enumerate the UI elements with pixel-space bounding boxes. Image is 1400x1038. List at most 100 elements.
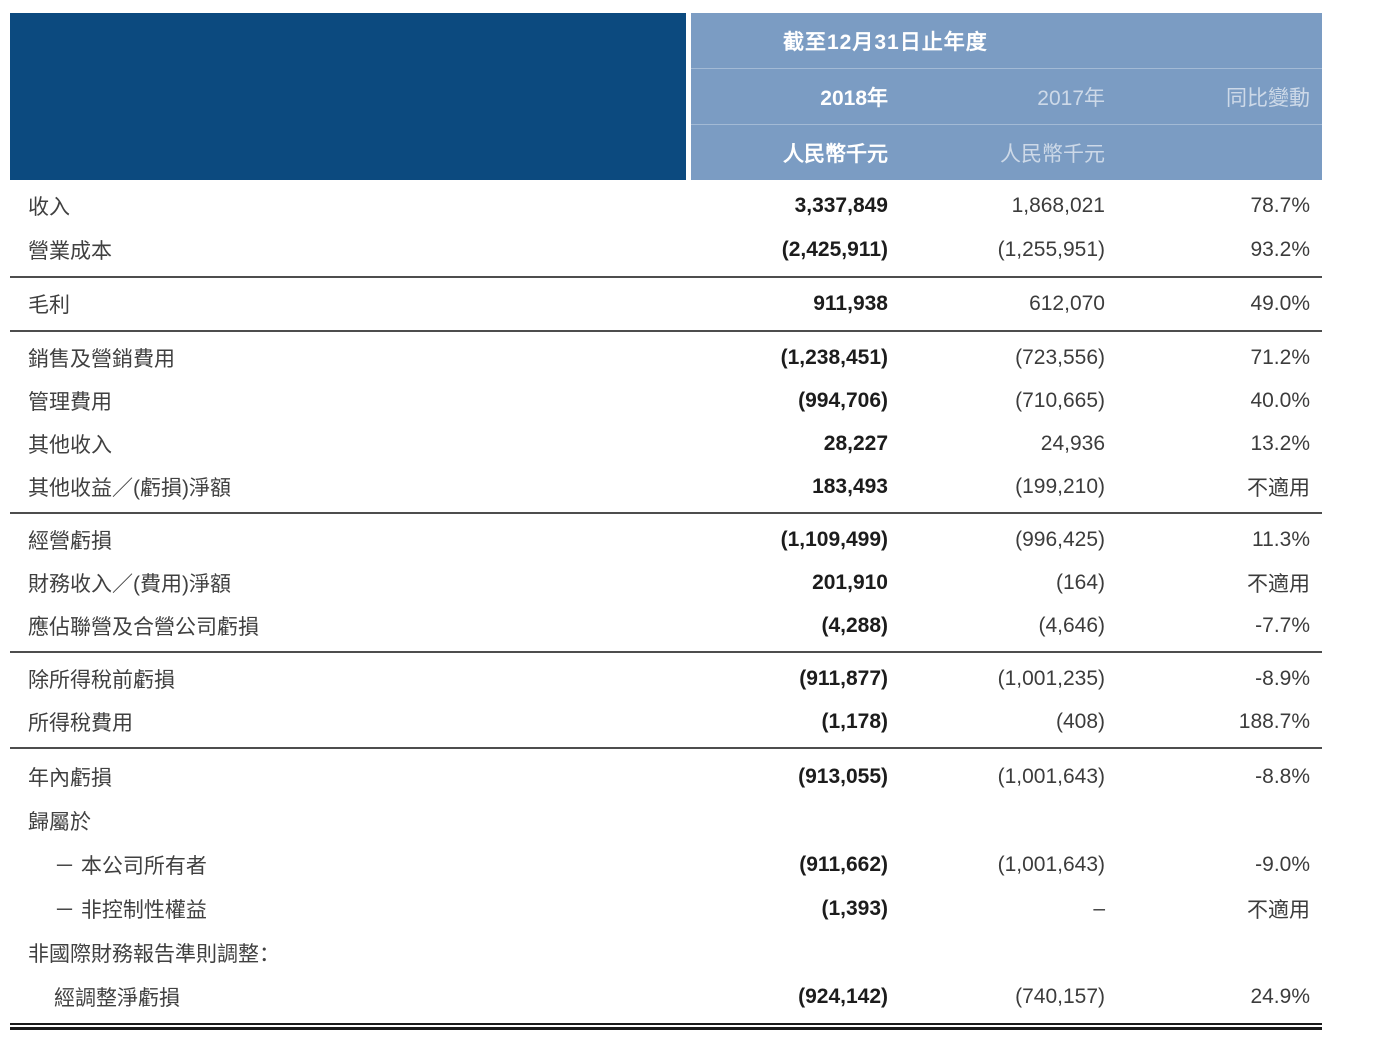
cell-2018: 201,910: [812, 570, 888, 594]
row-label: 營業成本: [28, 240, 112, 263]
table-section: 年內虧損 (913,055) (1,001,643) -8.8% 歸屬於 － 本公司所有者…: [10, 749, 1322, 1023]
cell-change: 11.3%: [1252, 527, 1310, 551]
cell-2017: 612,070: [1029, 292, 1105, 315]
table-body: 收入 3,337,849 1,868,021 78.7% 營業成本 (2,425,911)…: [10, 180, 1322, 1023]
cell-change: 13.2%: [1250, 431, 1310, 455]
cell-2017: (710,665): [1015, 388, 1105, 412]
row-label: 經調整淨虧損: [54, 987, 180, 1010]
section-separator: [10, 651, 1322, 653]
row-label: 歸屬於: [28, 811, 91, 834]
cell-2017: –: [1093, 897, 1105, 920]
table-row: 年內虧損 (913,055) (1,001,643) -8.8%: [10, 755, 1322, 799]
cell-change: -7.7%: [1255, 613, 1310, 637]
table-row: 非國際財務報告準則調整：: [10, 931, 1322, 975]
cell-2017: (408): [1055, 709, 1105, 733]
financial-summary-table: 截至12月31日止年度 2018年 2017年 同比變動 人民幣千元 人民幣千元…: [10, 13, 1322, 1030]
cell-2018: 3,337,849: [794, 194, 888, 217]
cell-2017: (199,210): [1015, 474, 1105, 498]
row-label: 其他收益／(虧損)淨額: [28, 476, 231, 500]
table-row: 歸屬於: [10, 799, 1322, 843]
cell-change: 71.2%: [1250, 345, 1310, 369]
cell-2018: (1,393): [821, 897, 888, 920]
cell-2018: (911,877): [799, 666, 888, 690]
cell-2017: (4,646): [1038, 613, 1105, 637]
unit-label-2018: 人民幣千元: [783, 142, 888, 166]
cell-2018: 183,493: [812, 474, 888, 498]
row-label: 銷售及營銷費用: [28, 347, 175, 371]
row-label: 毛利: [28, 294, 70, 317]
cell-2017: (1,001,643): [997, 765, 1105, 788]
table-row: 收入 3,337,849 1,868,021 78.7%: [10, 184, 1322, 228]
header-unit-row: 人民幣千元 人民幣千元: [691, 125, 1322, 180]
row-label: 應佔聯營及合營公司虧損: [28, 615, 259, 639]
table-row: 其他收入 28,227 24,936 13.2%: [10, 422, 1322, 465]
table-row: 經營虧損 (1,109,499) (996,425) 11.3%: [10, 518, 1322, 561]
table-section: 除所得稅前虧損 (911,877) (1,001,235) -8.9% 所得稅費用 (1,…: [10, 653, 1322, 747]
row-label: 收入: [28, 196, 70, 219]
cell-2018: (913,055): [798, 765, 888, 788]
table-row: 營業成本 (2,425,911) (1,255,951) 93.2%: [10, 228, 1322, 272]
row-label: － 本公司所有者: [54, 855, 207, 878]
table-row: 經調整淨虧損 (924,142) (740,157) 24.9%: [10, 975, 1322, 1019]
cell-change: 188.7%: [1238, 709, 1310, 733]
table-section: 銷售及營銷費用 (1,238,451) (723,556) 71.2% 管理費用 (994…: [10, 332, 1322, 512]
cell-change: -8.9%: [1255, 666, 1310, 690]
cell-change: 不適用: [1247, 476, 1310, 500]
cell-2018: (1,109,499): [780, 527, 888, 551]
cell-2017: (1,001,643): [997, 853, 1105, 876]
cell-2018: (1,238,451): [780, 345, 888, 369]
cell-change: -8.8%: [1255, 765, 1310, 788]
row-label: 其他收入: [28, 433, 112, 457]
table-section: 毛利 911,938 612,070 49.0%: [10, 278, 1322, 330]
column-header-2018: 2018年: [820, 86, 888, 110]
header-dark-blue-block: [10, 13, 686, 180]
table-section: 經營虧損 (1,109,499) (996,425) 11.3% 財務收入／(費用)淨額…: [10, 514, 1322, 651]
column-header-change: 同比變動: [1226, 86, 1310, 110]
table-section: 收入 3,337,849 1,868,021 78.7% 營業成本 (2,425,911)…: [10, 180, 1322, 276]
cell-2017: (164): [1055, 570, 1105, 594]
row-label: 所得稅費用: [28, 711, 133, 735]
table-row: 管理費用 (994,706) (710,665) 40.0%: [10, 379, 1322, 422]
table-row: 財務收入／(費用)淨額 201,910 (164) 不適用: [10, 561, 1322, 604]
section-separator: [10, 276, 1322, 278]
table-row: 銷售及營銷費用 (1,238,451) (723,556) 71.2%: [10, 336, 1322, 379]
cell-change: 93.2%: [1250, 238, 1310, 261]
table-row: － 非控制性權益 (1,393) – 不適用: [10, 887, 1322, 931]
cell-2018: 28,227: [823, 431, 888, 455]
header-period-row: 截至12月31日止年度: [691, 13, 1322, 69]
cell-2018: (994,706): [798, 388, 888, 412]
table-row: 除所得稅前虧損 (911,877) (1,001,235) -8.9%: [10, 657, 1322, 700]
row-label: 財務收入／(費用)淨額: [28, 572, 231, 596]
cell-2017: 1,868,021: [1011, 194, 1105, 217]
cell-2018: (2,425,911): [781, 238, 888, 261]
cell-change: -9.0%: [1255, 853, 1310, 876]
header-light-blue-block: 截至12月31日止年度 2018年 2017年 同比變動 人民幣千元 人民幣千元: [691, 13, 1322, 180]
row-label: 管理費用: [28, 390, 112, 414]
bottom-double-rule: [10, 1023, 1322, 1030]
cell-2018: (4,288): [821, 613, 888, 637]
row-label: 非國際財務報告準則調整：: [28, 943, 280, 966]
cell-change: 78.7%: [1250, 194, 1310, 217]
row-label: 經營虧損: [28, 529, 112, 553]
column-header-2017: 2017年: [1037, 86, 1105, 110]
cell-2018: (911,662): [799, 853, 888, 876]
table-row: 其他收益／(虧損)淨額 183,493 (199,210) 不適用: [10, 465, 1322, 508]
table-row: 毛利 911,938 612,070 49.0%: [10, 282, 1322, 326]
table-row: － 本公司所有者 (911,662) (1,001,643) -9.0%: [10, 843, 1322, 887]
cell-2017: (996,425): [1015, 527, 1105, 551]
cell-2018: 911,938: [813, 292, 888, 315]
cell-2017: 24,936: [1040, 431, 1105, 455]
row-label: 年內虧損: [28, 767, 112, 790]
unit-label-2017: 人民幣千元: [1000, 142, 1105, 166]
cell-2018: (924,142): [798, 985, 888, 1008]
cell-change: 49.0%: [1250, 292, 1310, 315]
period-title: 截至12月31日止年度: [783, 30, 988, 54]
section-separator: [10, 330, 1322, 332]
section-separator: [10, 747, 1322, 749]
cell-change: 24.9%: [1250, 985, 1310, 1008]
cell-2017: (723,556): [1015, 345, 1105, 369]
row-label: 除所得稅前虧損: [28, 668, 175, 692]
row-label: － 非控制性權益: [54, 899, 207, 922]
cell-2017: (740,157): [1015, 985, 1105, 1008]
table-row: 所得稅費用 (1,178) (408) 188.7%: [10, 700, 1322, 743]
